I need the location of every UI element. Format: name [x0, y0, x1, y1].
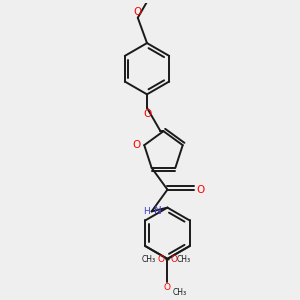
- Text: O: O: [133, 140, 141, 150]
- Text: O: O: [197, 184, 205, 195]
- Text: O: O: [134, 7, 142, 16]
- Text: CH₃: CH₃: [173, 288, 187, 297]
- Text: N: N: [154, 206, 162, 215]
- Text: O: O: [158, 255, 165, 264]
- Text: CH₃: CH₃: [177, 255, 191, 264]
- Text: O: O: [170, 255, 177, 264]
- Text: CH₃: CH₃: [142, 255, 156, 264]
- Text: H: H: [143, 207, 150, 216]
- Text: O: O: [164, 283, 171, 292]
- Text: O: O: [143, 109, 151, 119]
